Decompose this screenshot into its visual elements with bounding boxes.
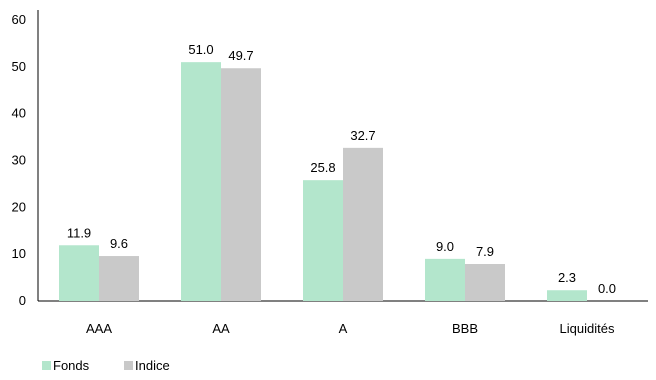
bar-indice [343, 147, 383, 301]
x-tick-label: AA [212, 321, 230, 336]
data-label: 9.6 [110, 236, 128, 251]
y-tick-label: 50 [12, 59, 26, 74]
x-tick-label: BBB [452, 321, 478, 336]
bar-fonds [59, 245, 99, 301]
bar-fonds [181, 62, 221, 302]
data-label: 11.9 [67, 225, 91, 240]
legend-label: Indice [135, 358, 170, 373]
y-tick-label: 40 [12, 106, 26, 121]
legend-item: Fonds [42, 358, 90, 373]
data-label: 25.8 [310, 160, 335, 175]
data-label: 49.7 [228, 48, 253, 63]
bar-indice [99, 256, 139, 301]
legend-label: Fonds [53, 358, 90, 373]
legend-item: Indice [124, 358, 170, 373]
bar-indice [221, 68, 261, 301]
data-label: 51.0 [188, 42, 213, 57]
legend: Fonds Indice [42, 358, 170, 373]
bar-fonds [547, 290, 587, 301]
y-tick-label: 10 [12, 246, 26, 261]
y-tick-label: 20 [12, 199, 26, 214]
data-label: 9.0 [436, 239, 454, 254]
x-axis: AAA AA A BBB Liquidités [38, 300, 648, 336]
y-axis: 0 10 20 30 40 50 60 [12, 10, 39, 308]
bars [59, 62, 587, 302]
data-label: 32.7 [350, 128, 375, 143]
data-label: 7.9 [476, 244, 494, 259]
bar-fonds [303, 180, 343, 301]
x-tick-label: A [339, 321, 348, 336]
legend-swatch [124, 361, 133, 370]
legend-swatch [42, 361, 51, 370]
x-tick-label: AAA [86, 321, 112, 336]
data-labels: 11.9 9.6 51.0 49.7 25.8 32.7 9.0 7.9 2.3 0.0 [67, 42, 616, 296]
bar-fonds [425, 258, 465, 301]
bar-indice [465, 264, 505, 301]
y-tick-label: 60 [12, 12, 26, 27]
data-label: 2.3 [558, 270, 576, 285]
data-label: 0.0 [598, 281, 616, 296]
y-tick-label: 30 [12, 153, 26, 168]
y-tick-label: 0 [19, 293, 26, 308]
x-tick-label: Liquidités [560, 321, 615, 336]
